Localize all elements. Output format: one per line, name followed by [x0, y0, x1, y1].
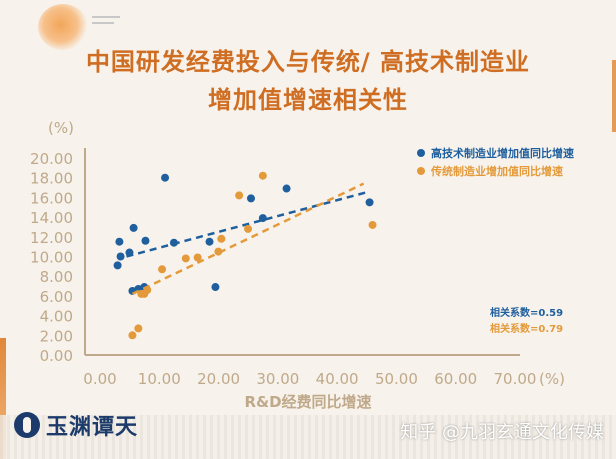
data-point-series-1	[143, 285, 152, 294]
decorative-bottom-band	[0, 415, 616, 459]
data-point-series-1	[193, 253, 202, 262]
data-point-series-1	[128, 331, 137, 340]
brand-logo: 玉渊谭天	[14, 408, 138, 442]
data-point-series-1	[158, 265, 167, 274]
chart-title-line2: 增加值增速相关性	[208, 86, 408, 114]
x-unit-label: (%)	[539, 370, 565, 388]
data-point-series-0	[169, 238, 178, 247]
data-point-series-0	[258, 214, 267, 223]
trendline-series-1	[131, 182, 365, 296]
data-point-series-0	[125, 248, 134, 257]
x-tick-label: 30.00	[256, 370, 299, 388]
y-tick-label: 2.00	[40, 327, 73, 345]
y-tick-label: 14.00	[30, 209, 73, 227]
x-tick-label: 40.00	[316, 370, 359, 388]
data-point-series-0	[141, 236, 150, 245]
x-tick-label: 70.00	[494, 370, 537, 388]
data-point-series-1	[214, 247, 223, 256]
legend-label-series-0: 高技术制造业增加值同比增速	[431, 146, 574, 160]
data-point-series-1	[217, 234, 226, 243]
data-point-series-0	[113, 261, 122, 270]
y-tick-label: 12.00	[30, 229, 73, 247]
y-tick-label: 18.00	[30, 170, 73, 188]
decorative-lines	[92, 16, 120, 28]
x-tick-label: 20.00	[197, 370, 240, 388]
x-tick-label: 50.00	[375, 370, 418, 388]
x-tick-label: 0.00	[83, 370, 116, 388]
data-point-series-0	[211, 283, 220, 292]
data-point-series-1	[368, 220, 377, 229]
data-point-series-0	[116, 252, 125, 261]
legend-label-series-1: 传统制造业增加值同比增速	[430, 164, 563, 178]
data-point-series-0	[129, 223, 138, 232]
x-axis-title: R&D经费同比增速	[244, 393, 371, 411]
data-point-series-1	[244, 224, 253, 233]
logo-icon	[14, 412, 40, 438]
decorative-sun-graphic	[38, 4, 88, 50]
data-point-series-0	[205, 237, 214, 246]
legend-marker-series-0	[417, 149, 425, 157]
data-point-series-0	[115, 237, 124, 246]
y-unit-label: (%)	[48, 119, 74, 137]
data-point-series-0	[247, 194, 255, 203]
y-tick-label: 20.00	[30, 150, 73, 168]
x-tick-label: 60.00	[434, 370, 477, 388]
y-tick-label: 16.00	[30, 189, 73, 207]
data-point-series-0	[282, 184, 291, 193]
chart-title-line1: 中国研发经费投入与传统/ 高技术制造业	[85, 48, 531, 76]
y-tick-label: 8.00	[40, 268, 73, 286]
legend-marker-series-1	[417, 167, 425, 175]
decorative-left-bar	[0, 338, 6, 459]
y-tick-label: 10.00	[30, 249, 73, 267]
data-point-series-1	[258, 171, 267, 180]
y-tick-label: 6.00	[40, 288, 73, 306]
data-point-series-0	[161, 173, 170, 182]
watermark-text: 知乎 @九羽玄通文化传媒	[400, 422, 604, 443]
y-tick-label: 4.00	[40, 308, 73, 326]
data-point-series-1	[181, 254, 190, 263]
y-tick-label: 0.00	[40, 347, 73, 365]
trendline-series-0	[126, 190, 370, 258]
decorative-right-bar	[612, 60, 616, 132]
logo-text: 玉渊谭天	[46, 414, 139, 440]
data-point-series-1	[235, 191, 244, 200]
correlation-label-series-0: 相关系数=0.59	[490, 306, 563, 319]
x-tick-label: 10.00	[138, 370, 181, 388]
data-point-series-0	[365, 198, 374, 207]
data-point-series-1	[134, 324, 143, 333]
correlation-label-series-1: 相关系数=0.79	[490, 322, 563, 335]
